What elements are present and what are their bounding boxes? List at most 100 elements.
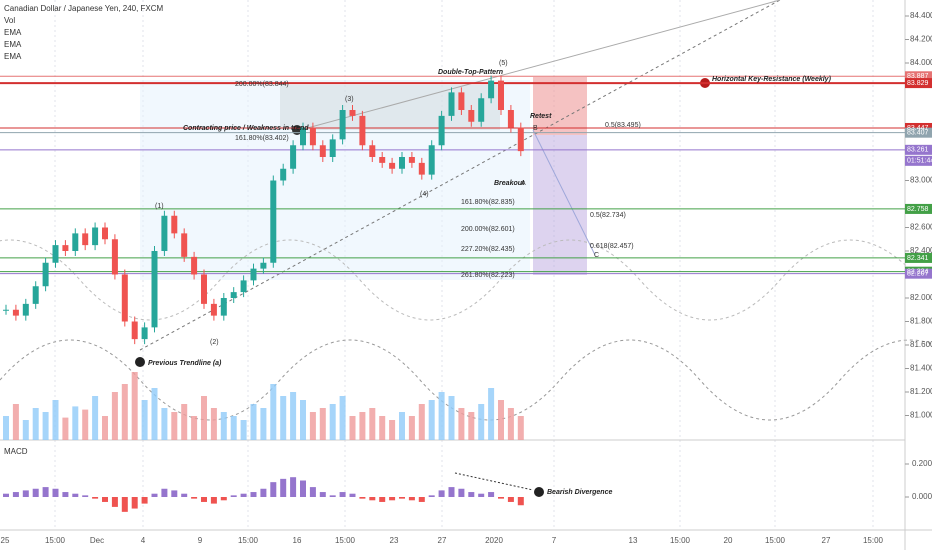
x-tick-label: 15:00: [45, 536, 66, 545]
volume-bar: [369, 408, 376, 440]
annotation: Breakout: [494, 180, 525, 187]
macd-bar: [260, 488, 267, 497]
macd-bar: [418, 497, 425, 502]
y-tick-label: 83.000: [910, 176, 932, 185]
macd-bar: [3, 493, 9, 497]
x-tick-label: 27: [438, 536, 447, 545]
x-tick-label: 20: [724, 536, 733, 545]
candle: [230, 292, 237, 298]
annotation: 161.80%(83.402): [235, 135, 289, 142]
annotation: 0.5(82.734): [590, 212, 626, 219]
volume-bar: [131, 372, 138, 440]
annotation: (2): [210, 339, 219, 346]
volume-bar: [210, 408, 217, 440]
macd-bar: [309, 487, 316, 497]
price-badge-label: 82.341: [907, 255, 929, 262]
x-tick-label: 13: [629, 536, 638, 545]
macd-bar: [210, 497, 217, 504]
volume-bar: [280, 396, 287, 440]
volume-bar: [72, 406, 79, 440]
y-tick-label: 82.600: [910, 223, 932, 232]
volume-bar: [111, 392, 118, 440]
candle: [3, 309, 9, 311]
macd-bar: [82, 495, 89, 497]
annotation: Double-Top-Pattern: [438, 69, 503, 76]
annotation: (4): [420, 191, 429, 198]
annotation: (3): [345, 96, 354, 103]
volume-bar: [82, 409, 89, 440]
candle: [121, 274, 128, 322]
candle: [408, 157, 415, 163]
macd-bar: [507, 497, 514, 502]
candle: [72, 233, 79, 251]
x-tick-label: 15:00: [335, 536, 356, 545]
macd-bar: [42, 487, 49, 497]
candle: [171, 215, 178, 234]
annotation: 261.80%(82.223): [461, 272, 515, 279]
macd-bar: [408, 497, 415, 501]
volume-bar: [349, 416, 356, 440]
candle: [309, 127, 316, 146]
volume-bar: [517, 416, 524, 440]
candle: [290, 145, 297, 169]
candle: [141, 327, 148, 340]
candle: [260, 262, 267, 269]
macd-bar: [369, 497, 376, 501]
candle: [210, 303, 217, 316]
macd-bar: [171, 490, 178, 497]
candle: [369, 145, 376, 157]
macd-bar: [111, 497, 118, 507]
annotation: 161.80%(82.835): [461, 199, 515, 206]
macd-bar: [458, 488, 465, 497]
x-tick-label: 15:00: [765, 536, 786, 545]
candle: [399, 157, 405, 169]
candle: [418, 162, 425, 175]
x-tick-label: 15:00: [670, 536, 691, 545]
reward-box: [533, 135, 587, 275]
volume-bar: [309, 412, 316, 440]
volume-bar: [319, 408, 326, 440]
annotation: Previous Trendline (a): [148, 360, 222, 367]
volume-bar: [52, 400, 59, 440]
candle: [240, 280, 247, 293]
macd-bar: [72, 493, 79, 497]
candle: [349, 110, 356, 116]
point: [135, 357, 145, 367]
candle: [42, 262, 49, 287]
indicator: EMA: [4, 52, 22, 61]
macd-bar: [201, 497, 207, 502]
x-tick-label: 9: [198, 536, 203, 545]
indicator: EMA: [4, 40, 22, 49]
volume-bar: [42, 412, 49, 440]
candle: [32, 286, 39, 304]
annotation: 200.00%(82.601): [461, 226, 515, 233]
volume-bar: [339, 396, 346, 440]
macd-bar: [389, 497, 396, 501]
countdown: 01:51:44: [907, 158, 932, 165]
y-tick-label: 84.400: [910, 11, 932, 20]
volume-bar: [161, 408, 168, 440]
macd-bar: [141, 497, 148, 504]
volume-bar: [240, 420, 247, 440]
candle: [201, 274, 207, 304]
candle: [52, 245, 59, 263]
y-tick-label: 81.200: [910, 387, 932, 396]
x-tick-label: Dec: [90, 536, 104, 545]
volume-bar: [12, 404, 19, 440]
volume-bar: [230, 416, 237, 440]
macd-bar: [329, 495, 336, 497]
volume-bar: [250, 404, 257, 440]
candle: [220, 298, 227, 316]
candle: [62, 245, 69, 251]
price-badge: [905, 71, 932, 82]
indicator: EMA: [4, 28, 22, 37]
macd-bar: [250, 492, 257, 497]
volume-bar: [260, 408, 267, 440]
volume-bar: [468, 412, 475, 440]
volume-bar: [191, 416, 198, 440]
macd-bar: [22, 490, 29, 497]
candle: [181, 233, 188, 257]
candle: [161, 215, 168, 251]
candle: [507, 110, 514, 128]
